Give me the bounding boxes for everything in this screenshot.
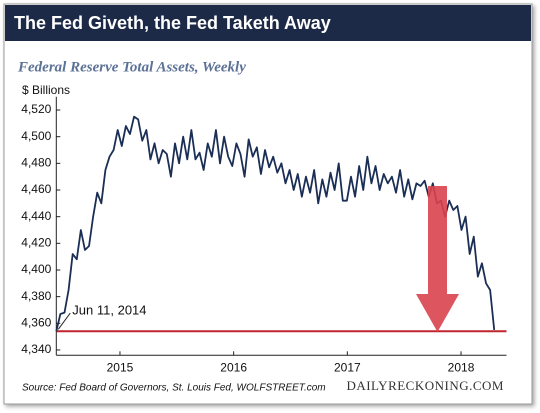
x-tick-label: 2018 <box>448 360 475 374</box>
y-tick-label: 4,440 <box>21 209 51 223</box>
y-tick-label: 4,480 <box>21 156 51 170</box>
x-tick-label: 2017 <box>334 360 361 374</box>
y-tick-label: 4,400 <box>21 262 51 276</box>
y-tick-label: 4,520 <box>21 102 51 116</box>
annotation: Jun 11, 2014 <box>72 302 146 317</box>
y-tick-label: 4,340 <box>21 342 51 356</box>
annotation-leader <box>57 312 71 330</box>
y-axis-label: $ Billions <box>22 83 70 97</box>
chart-title: The Fed Giveth, the Fed Taketh Away <box>14 13 331 33</box>
y-tick-label: 4,380 <box>21 289 51 303</box>
y-tick-label: 4,500 <box>21 129 51 143</box>
title-bar <box>5 5 531 41</box>
source: Source: Fed Board of Governors, St. Loui… <box>22 383 326 394</box>
credit: DAILYRECKONING.COM <box>346 378 504 393</box>
x-tick-label: 2015 <box>107 360 134 374</box>
data-line <box>55 115 496 332</box>
y-tick-label: 4,460 <box>21 182 51 196</box>
y-tick-label: 4,360 <box>21 315 51 329</box>
plot: 4,340 4,360 4,380 4,400 4,420 4,440 4,460 4,480… <box>21 96 507 374</box>
subtitle: Federal Reserve Total Assets, Weekly <box>17 59 246 75</box>
x-tick-label: 2016 <box>220 360 247 374</box>
arrow <box>416 186 459 332</box>
y-tick-label: 4,420 <box>21 236 51 250</box>
